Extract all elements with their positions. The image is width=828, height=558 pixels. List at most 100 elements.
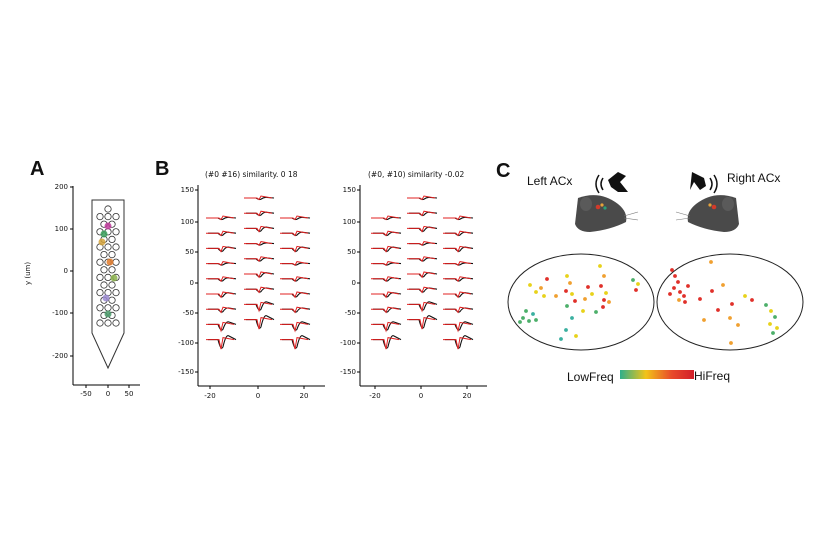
left-acx-label: Left ACx: [527, 174, 573, 188]
right-acx-ellipse: [656, 253, 804, 351]
neuron-frequency-dot: [607, 300, 611, 304]
template-waveform: [206, 306, 235, 314]
template-waveform: [280, 245, 309, 253]
neuron-frequency-dot: [598, 264, 602, 268]
neuron-frequency-dot: [668, 292, 672, 296]
panel-b-y-tick-label: -100: [178, 339, 194, 347]
mean-waveform: [246, 315, 275, 329]
neuron-frequency-dot: [729, 341, 733, 345]
template-waveform: [206, 230, 235, 237]
neuron-frequency-dot: [564, 328, 568, 332]
template-waveform: [371, 276, 400, 283]
neuron-frequency-dot: [636, 282, 640, 286]
template-waveform: [443, 306, 472, 314]
neuron-frequency-dot: [573, 299, 577, 303]
panel-b-y-tick-label: 150: [180, 186, 194, 194]
neuron-frequency-dot: [539, 286, 543, 290]
neuron-frequency-dot: [528, 283, 532, 287]
template-waveform: [206, 291, 235, 299]
neuron-frequency-dot: [676, 280, 680, 284]
panel-b-letter: B: [155, 158, 170, 180]
template-waveform: [244, 241, 273, 246]
probe-site: [96, 273, 104, 281]
panel-b-y-tick-label: 150: [342, 186, 356, 194]
template-waveform: [407, 317, 436, 330]
neuron-frequency-dot: [728, 316, 732, 320]
mean-waveform: [208, 335, 237, 349]
neuron-frequency-dot: [702, 318, 706, 322]
neuron-frequency-dot: [570, 316, 574, 320]
unit-location-marker: [98, 238, 106, 246]
neuron-frequency-dot: [709, 260, 713, 264]
neuron-frequency-dot: [736, 323, 740, 327]
panel-b-y-tick-label: 0: [189, 279, 194, 287]
template-waveform: [371, 245, 400, 253]
mouse-head-right-icon: [675, 195, 739, 232]
panel-c-letter: C: [496, 160, 511, 182]
template-waveform: [443, 321, 472, 333]
template-waveform: [443, 291, 472, 299]
template-waveform: [244, 286, 273, 294]
panel-b-x-tick-label: 20: [299, 392, 309, 400]
template-waveform: [206, 276, 235, 283]
neuron-frequency-dot: [670, 268, 674, 272]
neuron-frequency-dot: [769, 309, 773, 313]
panel-b-x-tick-label: 0: [255, 392, 261, 400]
panel-a-y-tick-label: -100: [52, 309, 68, 317]
neuron-frequency-dot: [672, 286, 676, 290]
mean-waveform: [282, 321, 311, 331]
template-waveform: [371, 230, 400, 237]
neuron-frequency-dot: [768, 322, 772, 326]
panel-a-y-tick-label: -200: [52, 352, 68, 360]
neuron-frequency-dot: [542, 294, 546, 298]
template-waveform: [407, 210, 436, 217]
unit-location-marker: [104, 310, 112, 318]
panel-a-y-tick-label: 100: [54, 225, 68, 233]
neuron-frequency-dot: [773, 315, 777, 319]
panel-b-y-tick-label: -150: [340, 368, 356, 376]
neuron-frequency-dot: [721, 283, 725, 287]
neuron-frequency-dot: [678, 290, 682, 294]
probe-site: [96, 213, 104, 221]
probe-site: [100, 251, 108, 259]
template-waveform: [244, 301, 273, 313]
mean-waveform: [373, 321, 402, 331]
panel-b-x-tick-label: -20: [369, 392, 381, 400]
template-waveform: [280, 306, 309, 314]
neuron-frequency-dot: [601, 305, 605, 309]
panel-b-y-tick-label: -50: [344, 309, 356, 317]
mean-waveform: [409, 301, 438, 311]
neuron-frequency-dot: [568, 281, 572, 285]
neuron-frequency-dot: [518, 320, 522, 324]
unit-location-marker: [102, 294, 110, 302]
template-waveform: [371, 215, 400, 221]
mean-waveform: [246, 301, 275, 311]
neuron-frequency-dot: [604, 291, 608, 295]
panel-b-title-right: (#0, #10) similarity -0.02: [368, 170, 465, 179]
template-waveform: [244, 256, 273, 263]
probe-site: [112, 228, 120, 236]
panel-a-y-tick-label: 0: [63, 267, 68, 275]
probe-site: [100, 281, 108, 289]
template-waveform: [443, 215, 472, 221]
template-waveform: [280, 215, 309, 221]
colorbar-high-label: HiFreq: [694, 369, 731, 383]
template-waveform: [244, 225, 273, 233]
template-waveform: [244, 271, 273, 279]
probe-site: [108, 281, 116, 289]
neuron-frequency-dot: [602, 274, 606, 278]
probe-site: [112, 213, 120, 221]
mean-waveform: [445, 321, 474, 331]
template-waveform: [443, 245, 472, 253]
probe-site: [112, 288, 120, 297]
template-waveform: [206, 245, 235, 253]
neuron-frequency-dot: [771, 331, 775, 335]
speaker-left-icon: [595, 172, 628, 194]
panel-b-y-tick-label: 100: [342, 218, 356, 226]
neuron-frequency-dot: [570, 292, 574, 296]
mean-waveform: [445, 335, 474, 349]
template-waveform: [206, 261, 235, 266]
template-waveform: [407, 225, 436, 233]
panel-b-y-tick-label: -100: [340, 339, 356, 347]
